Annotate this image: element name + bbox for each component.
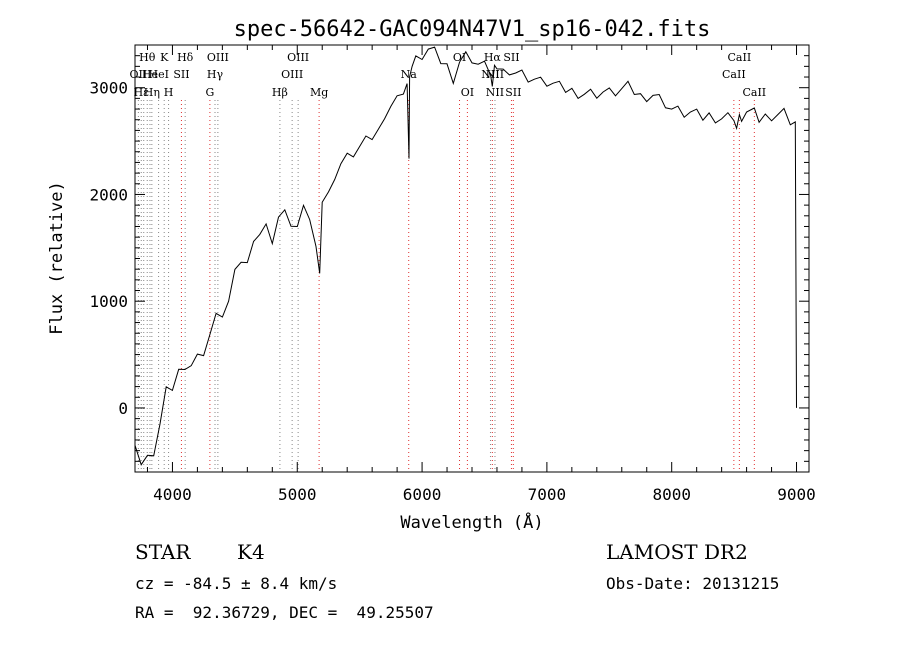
spectral-line-label: CaII xyxy=(742,86,766,99)
spectral-line-label: OI xyxy=(461,86,474,99)
spectral-line-label: OII xyxy=(130,68,148,81)
spectral-line-label: H xyxy=(164,86,174,99)
spectral-line-label: Hε xyxy=(134,86,150,99)
x-major-ticks xyxy=(171,45,798,472)
x-tick-label: 4000 xyxy=(153,485,192,504)
spectral-line-label: NII xyxy=(486,86,504,99)
x-tick-label: 7000 xyxy=(528,485,567,504)
spectral-line-label: NII xyxy=(486,68,504,81)
y-minor-ticks xyxy=(135,44,809,462)
survey-name: LAMOST DR2 xyxy=(606,540,748,564)
spectral-line-label: SII xyxy=(173,68,189,81)
x-axis-label: Wavelength (Å) xyxy=(400,511,543,533)
obs-date: Obs-Date: 20131215 xyxy=(606,574,780,593)
spectral-line-label: Hη xyxy=(144,86,160,99)
spectral-line-label: HeI xyxy=(148,68,168,81)
spectral-line-label: SII xyxy=(505,86,521,99)
spectral-line-markers xyxy=(137,100,755,472)
ra-dec: RA = 92.36729, DEC = 49.25507 xyxy=(135,603,434,622)
spectral-line-label: Mg xyxy=(310,86,328,99)
spectral-line-label: CaII xyxy=(728,51,752,64)
x-tick-label: 6000 xyxy=(403,485,442,504)
spectral-line-label: OIII xyxy=(207,51,229,64)
spectral-line-label: OI xyxy=(453,51,466,64)
chart-title: spec-56642-GAC094N47V1_sp16-042.fits xyxy=(234,17,711,42)
spectral-line-label: G xyxy=(205,86,214,99)
x-tick-label: 9000 xyxy=(777,485,816,504)
spectral-line-label: OIII xyxy=(287,51,309,64)
y-tick-label: 1000 xyxy=(89,292,128,311)
x-tick-label: 5000 xyxy=(278,485,317,504)
y-tick-label: 2000 xyxy=(89,185,128,204)
plot-frame xyxy=(134,44,810,473)
star-subclass: K4 xyxy=(237,540,265,564)
spectral-line-label: OIII xyxy=(281,68,303,81)
spectral-line-label: Na xyxy=(401,68,418,81)
x-minor-ticks xyxy=(146,45,773,472)
y-tick-label: 3000 xyxy=(89,79,128,98)
star-class: STAR xyxy=(135,540,191,564)
spectral-line-label: K xyxy=(160,51,169,64)
spectral-line-label: SII xyxy=(503,51,519,64)
spectral-line-label: Hγ xyxy=(207,68,224,81)
y-axis-label: Flux (relative) xyxy=(47,181,67,335)
spectrum-line xyxy=(134,46,797,466)
redshift-cz: cz = -84.5 ± 8.4 km/s xyxy=(135,574,338,593)
spectral-line-label: Hδ xyxy=(177,51,194,64)
y-major-ticks xyxy=(135,87,809,409)
spectral-line-label: Hθ xyxy=(139,51,156,64)
x-tick-label: 8000 xyxy=(652,485,691,504)
spectral-line-label: He xyxy=(142,68,158,81)
y-tick-label: 0 xyxy=(118,399,128,418)
spectral-line-label: Hα xyxy=(484,51,502,64)
spectral-line-label: CaII xyxy=(722,68,746,81)
spectral-line-label: Hβ xyxy=(272,86,288,99)
